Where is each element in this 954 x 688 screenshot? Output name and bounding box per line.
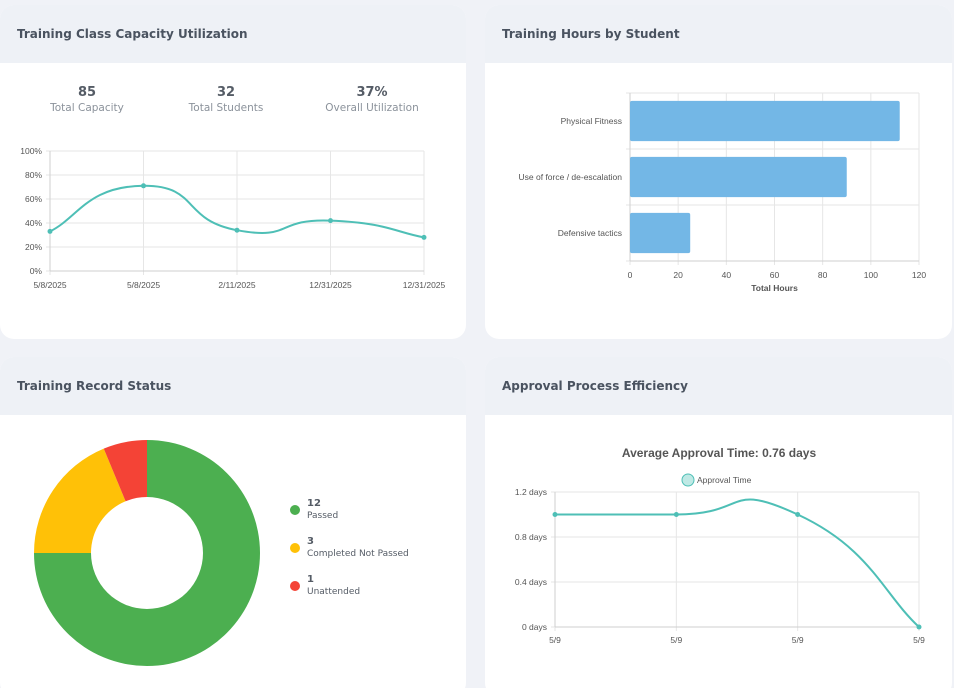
x-tick-label: 100 (864, 270, 878, 280)
status-legend: 12 Passed 3 Completed Not Passed 1 Unatt… (290, 497, 409, 611)
x-tick-label: 80 (818, 270, 828, 280)
capacity-data-point (421, 234, 427, 240)
stat-total-students: 32 Total Students (161, 85, 291, 114)
y-tick-label: Use of force / de-escalation (519, 172, 623, 182)
x-tick-label: 5/9 (913, 635, 925, 645)
approval-data-point (916, 624, 922, 630)
y-tick-label: 0% (30, 266, 43, 276)
status-donut-chart (34, 440, 260, 666)
x-tick-label: 5/9 (792, 635, 804, 645)
legend-dot-not-passed (290, 543, 300, 553)
status-card: Training Record Status 12 Passed 3 Compl… (0, 357, 466, 688)
capacity-stats: 85 Total Capacity 32 Total Students 37% … (0, 85, 466, 125)
legend-item-unattended[interactable]: 1 Unattended (290, 573, 409, 598)
approval-card-title: Approval Process Efficiency (485, 357, 952, 415)
hours-bar (630, 212, 691, 254)
legend-value: 3 (307, 536, 314, 547)
hours-bar-chart: 0 20 40 60 80 100 120 Physical Fitness Use of fo… (519, 92, 926, 293)
y-tick-label: Defensive tactics (558, 228, 622, 238)
legend-item-not-passed[interactable]: 3 Completed Not Passed (290, 535, 409, 560)
legend-label: Passed (307, 511, 339, 521)
stat-overall-utilization: 37% Overall Utilization (307, 85, 437, 114)
legend-label: Completed Not Passed (307, 549, 409, 559)
y-tick-label: 0 days (522, 622, 547, 632)
x-axis-title: Total Hours (751, 283, 798, 293)
x-tick-label: 12/31/2025 (403, 280, 446, 290)
y-tick-label: 20% (25, 242, 42, 252)
stat-label: Overall Utilization (325, 102, 419, 114)
capacity-data-point (234, 227, 240, 233)
legend-swatch (681, 473, 695, 487)
donut-slice-passed (34, 440, 260, 666)
capacity-card-title: Training Class Capacity Utilization (0, 5, 466, 63)
legend-dot-unattended (290, 581, 300, 591)
legend-value: 12 (307, 498, 321, 509)
y-tick-label: 100% (20, 146, 42, 156)
capacity-data-point (47, 228, 53, 234)
hours-bar (630, 156, 847, 198)
x-tick-label: 12/31/2025 (309, 280, 352, 290)
stat-value: 37% (356, 85, 388, 100)
legend-item-passed[interactable]: 12 Passed (290, 497, 409, 522)
capacity-data-point (141, 183, 146, 189)
status-card-title: Training Record Status (0, 357, 466, 415)
y-tick-label: 40% (25, 218, 42, 228)
y-tick-label: 0.8 days (515, 532, 547, 542)
y-tick-label: 60% (25, 194, 42, 204)
x-tick-label: 0 (628, 270, 633, 280)
y-tick-label: 0.4 days (515, 577, 547, 587)
approval-chart-title: Average Approval Time: 0.76 days (622, 446, 817, 460)
x-tick-label: 5/9 (549, 635, 561, 645)
approval-series-line (555, 498, 920, 628)
approval-card: Approval Process Efficiency Average Appr… (485, 357, 952, 688)
y-tick-label: 1.2 days (515, 487, 547, 497)
capacity-card: Training Class Capacity Utilization 85 T… (0, 5, 466, 339)
donut-slice-completed-not-passed (34, 448, 126, 553)
approval-data-point (673, 512, 679, 517)
x-tick-label: 5/8/2025 (127, 280, 160, 290)
donut-slice-unattended (103, 440, 147, 502)
stat-label: Total Students (188, 102, 264, 114)
x-tick-label: 40 (722, 270, 732, 280)
approval-data-point (795, 512, 801, 517)
stat-value: 32 (216, 85, 236, 100)
x-tick-label: 20 (673, 270, 683, 280)
capacity-data-point (328, 218, 333, 224)
legend-label: Unattended (307, 587, 361, 597)
hours-card-title: Training Hours by Student (485, 5, 952, 63)
x-tick-label: 120 (912, 270, 926, 280)
stat-total-capacity: 85 Total Capacity (22, 85, 152, 114)
capacity-line-chart: 0% 20% 40% 60% 80% 100% 5/8/2025 5/8/2025 2/11/2… (20, 146, 446, 290)
x-tick-label: 5/9 (670, 635, 682, 645)
stat-label: Total Capacity (50, 102, 124, 114)
legend-dot-passed (290, 505, 300, 515)
legend-value: 1 (307, 574, 314, 585)
y-tick-label: Physical Fitness (561, 116, 622, 126)
x-tick-label: 2/11/2025 (218, 280, 255, 290)
hours-bar (630, 100, 900, 142)
y-tick-label: 80% (25, 170, 42, 180)
stat-value: 85 (77, 85, 97, 100)
hours-card: Training Hours by Student 0 20 40 60 80 100 12… (485, 5, 952, 339)
approval-data-point (552, 512, 558, 517)
x-tick-label: 5/8/2025 (33, 280, 66, 290)
legend-label: Approval Time (697, 475, 752, 485)
x-tick-label: 60 (770, 270, 780, 280)
approval-line-chart: Average Approval Time: 0.76 days Approval… (515, 446, 925, 645)
